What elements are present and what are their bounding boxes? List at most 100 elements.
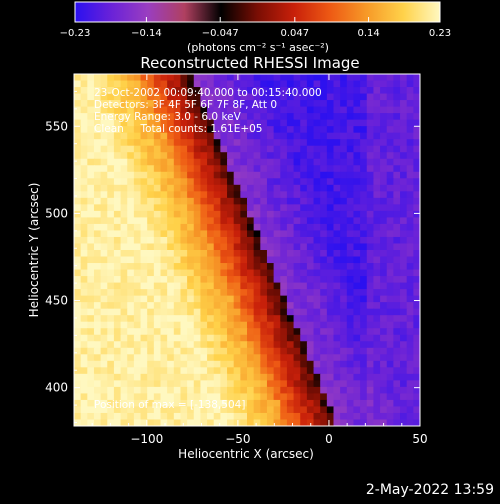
- image-pixel: [147, 152, 155, 160]
- image-pixel: [320, 132, 328, 140]
- image-pixel: [360, 165, 368, 173]
- image-pixel: [87, 367, 95, 375]
- image-pixel: [187, 223, 195, 232]
- image-pixel: [133, 373, 142, 381]
- image-pixel: [326, 380, 335, 388]
- image-pixel: [120, 217, 128, 225]
- image-pixel: [107, 74, 115, 82]
- image-pixel: [240, 295, 248, 303]
- image-pixel: [313, 393, 321, 401]
- image-pixel: [147, 158, 155, 166]
- image-pixel: [173, 289, 182, 297]
- image-pixel: [400, 184, 408, 192]
- image-pixel: [160, 210, 168, 219]
- image-pixel: [333, 132, 341, 140]
- image-pixel: [160, 119, 168, 127]
- image-pixel: [133, 406, 142, 414]
- image-pixel: [293, 399, 301, 408]
- image-pixel: [173, 210, 182, 219]
- image-pixel: [326, 106, 335, 114]
- image-pixel: [173, 354, 182, 362]
- image-pixel: [286, 152, 295, 160]
- image-pixel: [413, 393, 420, 401]
- image-pixel: [167, 158, 175, 166]
- image-pixel: [193, 80, 202, 88]
- image-pixel: [207, 87, 215, 95]
- image-pixel: [333, 204, 341, 212]
- image-pixel: [200, 210, 208, 219]
- image-pixel: [227, 139, 235, 147]
- image-pixel: [326, 100, 335, 108]
- image-pixel: [380, 139, 388, 147]
- image-pixel: [74, 282, 82, 290]
- image-pixel: [313, 100, 321, 108]
- image-pixel: [260, 263, 268, 271]
- colorbar-units: (photons cm⁻² s⁻¹ asec⁻²): [187, 41, 329, 54]
- image-pixel: [93, 360, 102, 368]
- image-pixel: [147, 386, 155, 395]
- image-pixel: [286, 113, 295, 121]
- image-pixel: [253, 360, 261, 368]
- image-pixel: [140, 328, 148, 336]
- image-pixel: [113, 80, 122, 88]
- image-pixel: [393, 406, 401, 414]
- image-pixel: [107, 276, 115, 284]
- image-pixel: [280, 321, 288, 329]
- image-pixel: [313, 295, 321, 303]
- y-tick-label: 500: [45, 206, 68, 220]
- image-pixel: [80, 236, 88, 245]
- image-pixel: [127, 302, 135, 310]
- image-pixel: [346, 126, 355, 134]
- image-pixel: [326, 360, 335, 368]
- y-axis-label: Heliocentric Y (arcsec): [27, 183, 41, 318]
- image-pixel: [200, 302, 208, 310]
- image-pixel: [80, 87, 88, 95]
- image-pixel: [340, 184, 348, 192]
- image-pixel: [393, 321, 401, 329]
- image-pixel: [346, 334, 355, 342]
- image-pixel: [240, 334, 248, 342]
- image-pixel: [300, 380, 308, 388]
- image-pixel: [413, 93, 420, 101]
- image-pixel: [340, 380, 348, 388]
- image-pixel: [406, 367, 414, 375]
- image-pixel: [100, 100, 108, 108]
- image-pixel: [393, 302, 401, 310]
- image-pixel: [207, 386, 215, 395]
- image-pixel: [247, 223, 255, 232]
- image-pixel: [113, 106, 122, 114]
- image-pixel: [160, 406, 168, 414]
- image-pixel: [380, 158, 388, 166]
- image-pixel: [266, 74, 275, 82]
- image-pixel: [406, 126, 414, 134]
- image-pixel: [173, 367, 182, 375]
- image-pixel: [266, 191, 275, 199]
- image-pixel: [333, 217, 341, 225]
- image-pixel: [266, 139, 275, 147]
- image-pixel: [380, 80, 388, 88]
- image-pixel: [240, 100, 248, 108]
- image-pixel: [87, 80, 95, 88]
- image-pixel: [260, 145, 268, 153]
- image-pixel: [260, 80, 268, 88]
- image-pixel: [266, 412, 275, 421]
- image-pixel: [140, 386, 148, 395]
- image-pixel: [320, 197, 328, 205]
- image-pixel: [153, 321, 162, 329]
- image-pixel: [373, 328, 381, 336]
- image-pixel: [153, 230, 162, 238]
- image-pixel: [80, 243, 88, 251]
- image-pixel: [207, 210, 215, 219]
- image-pixel: [187, 80, 195, 88]
- image-pixel: [167, 380, 175, 388]
- image-pixel: [260, 354, 268, 362]
- image-pixel: [286, 341, 295, 349]
- image-pixel: [393, 328, 401, 336]
- image-pixel: [247, 106, 255, 114]
- image-pixel: [253, 393, 261, 401]
- image-pixel: [173, 178, 182, 186]
- image-pixel: [107, 328, 115, 336]
- image-pixel: [220, 302, 228, 310]
- image-pixel: [400, 113, 408, 121]
- image-pixel: [74, 126, 82, 134]
